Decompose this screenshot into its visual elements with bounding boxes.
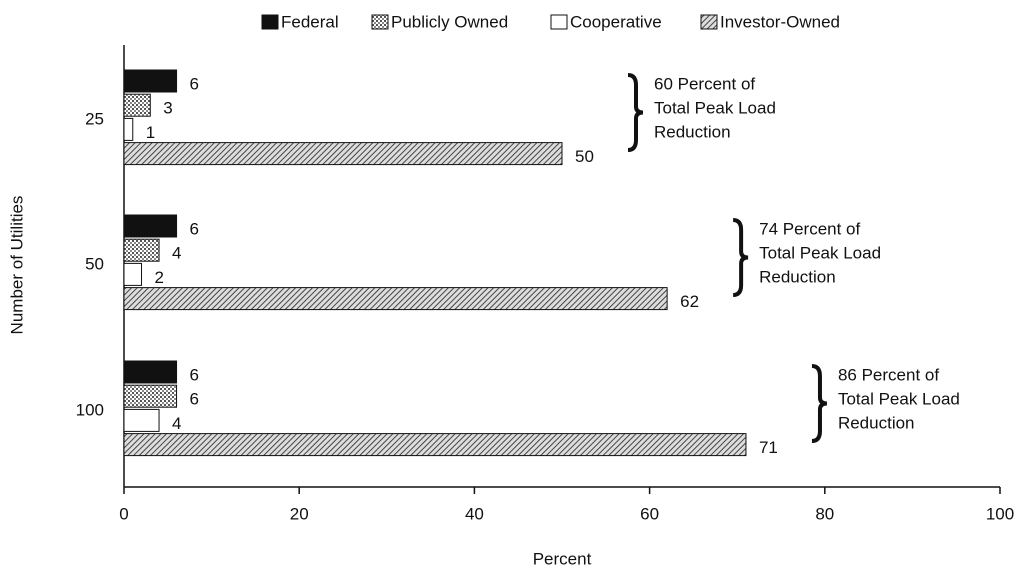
annotation: Total Peak Load [759, 243, 881, 262]
bar [123, 433, 747, 457]
bar [123, 384, 178, 408]
legend-swatch [261, 14, 279, 30]
value-label: 6 [190, 219, 199, 238]
legend-swatch [550, 14, 568, 30]
legend-label: Federal [281, 12, 339, 31]
x-tick-label: 40 [465, 504, 484, 523]
bar [123, 287, 668, 311]
annotation: 86 Percent of [838, 365, 939, 384]
bar [123, 214, 178, 238]
value-label: 6 [190, 74, 199, 93]
legend-swatch [700, 14, 718, 30]
bar [123, 262, 143, 286]
annotation: Total Peak Load [654, 98, 776, 117]
value-label: 50 [575, 147, 594, 166]
y-tick-label: 50 [85, 254, 104, 273]
x-tick-label: 100 [986, 504, 1014, 523]
bar [123, 69, 178, 93]
value-label: 3 [163, 99, 172, 118]
value-label: 62 [680, 292, 699, 311]
y-tick-label: 100 [76, 400, 104, 419]
legend-label: Investor-Owned [720, 12, 840, 31]
bar [123, 408, 160, 432]
value-label: 2 [155, 268, 164, 287]
legend-label: Publicly Owned [391, 12, 508, 31]
annotation: Reduction [654, 122, 731, 141]
bracket [627, 73, 644, 152]
x-tick-label: 20 [290, 504, 309, 523]
x-tick-label: 80 [815, 504, 834, 523]
annotation: Total Peak Load [838, 389, 960, 408]
annotation: Reduction [838, 413, 915, 432]
legend-swatch [371, 14, 389, 30]
x-tick-label: 60 [640, 504, 659, 523]
bar [123, 93, 151, 117]
annotation: Reduction [759, 267, 836, 286]
value-label: 71 [759, 438, 778, 457]
bracket [811, 364, 828, 443]
value-label: 6 [190, 365, 199, 384]
bar [123, 117, 134, 141]
bar [123, 238, 160, 262]
y-axis-label: Number of Utilities [7, 196, 26, 335]
legend-label: Cooperative [570, 12, 662, 31]
bracket [732, 218, 749, 297]
annotation: 74 Percent of [759, 219, 860, 238]
x-axis-label: Percent [533, 549, 592, 568]
annotation: 60 Percent of [654, 74, 755, 93]
x-tick-label: 0 [119, 504, 128, 523]
value-label: 4 [172, 244, 181, 263]
value-label: 6 [190, 390, 199, 409]
value-label: 4 [172, 414, 181, 433]
value-label: 1 [146, 123, 155, 142]
y-tick-label: 25 [85, 109, 104, 128]
bar [123, 142, 563, 166]
bar [123, 360, 178, 384]
